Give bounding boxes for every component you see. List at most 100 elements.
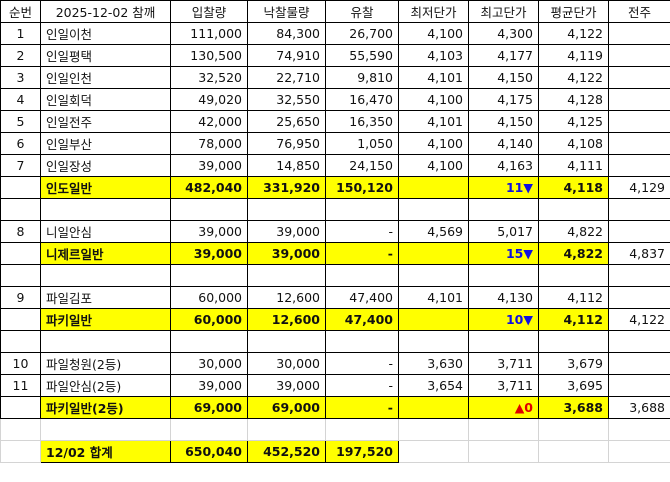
cell-unsold[interactable] — [325, 198, 399, 221]
cell-change[interactable]: ▲0 — [468, 396, 539, 419]
cell-avg[interactable]: 4,122 — [538, 22, 609, 45]
cell-won[interactable]: 452,520 — [247, 440, 326, 463]
cell-name[interactable]: 파키일반 — [40, 308, 171, 331]
header-col-avg[interactable]: 평균단가 — [538, 0, 609, 23]
cell-max[interactable]: 4,177 — [468, 44, 539, 67]
cell-unsold[interactable]: 197,520 — [325, 440, 399, 463]
cell-unsold[interactable]: - — [325, 220, 399, 243]
cell-unsold[interactable]: 150,120 — [325, 176, 399, 199]
cell-min[interactable] — [398, 330, 469, 353]
cell-min[interactable] — [398, 418, 469, 441]
cell-min[interactable]: 4,569 — [398, 220, 469, 243]
cell-max[interactable] — [468, 418, 539, 441]
cell-bid[interactable]: 130,500 — [170, 44, 248, 67]
cell-prev[interactable] — [608, 352, 670, 375]
cell-name[interactable]: 인일인천 — [40, 66, 171, 89]
cell-bid[interactable]: 49,020 — [170, 88, 248, 111]
cell-min[interactable] — [398, 440, 469, 463]
cell-name[interactable]: 파일청원(2등) — [40, 352, 171, 375]
cell-won[interactable] — [247, 418, 326, 441]
cell-max[interactable] — [468, 330, 539, 353]
cell-unsold[interactable] — [325, 264, 399, 287]
cell-avg[interactable]: 4,119 — [538, 44, 609, 67]
cell-prev[interactable]: 4,837 — [608, 242, 670, 265]
cell-prev[interactable] — [608, 154, 670, 177]
cell-max[interactable]: 3,711 — [468, 352, 539, 375]
header-col-min[interactable]: 최저단가 — [398, 0, 469, 23]
cell-won[interactable]: 39,000 — [247, 374, 326, 397]
cell-no[interactable]: 7 — [0, 154, 41, 177]
cell-avg[interactable]: 4,108 — [538, 132, 609, 155]
cell-unsold[interactable]: 16,350 — [325, 110, 399, 133]
cell-won[interactable]: 74,910 — [247, 44, 326, 67]
cell-no[interactable]: 11 — [0, 374, 41, 397]
cell-name[interactable] — [40, 198, 171, 221]
cell-avg[interactable]: 4,112 — [538, 286, 609, 309]
cell-unsold[interactable]: 47,400 — [325, 308, 399, 331]
cell-won[interactable]: 39,000 — [247, 220, 326, 243]
cell-won[interactable]: 14,850 — [247, 154, 326, 177]
cell-name[interactable]: 12/02 합계 — [40, 440, 171, 463]
cell-min[interactable] — [398, 198, 469, 221]
cell-bid[interactable] — [170, 198, 248, 221]
cell-avg[interactable]: 4,111 — [538, 154, 609, 177]
cell-won[interactable]: 25,650 — [247, 110, 326, 133]
cell-change[interactable]: 11▼ — [468, 176, 539, 199]
cell-prev[interactable] — [608, 132, 670, 155]
cell-unsold[interactable]: 24,150 — [325, 154, 399, 177]
cell-bid[interactable]: 30,000 — [170, 352, 248, 375]
cell-prev[interactable] — [608, 418, 670, 441]
header-col-won[interactable]: 낙찰물량 — [247, 0, 326, 23]
cell-no[interactable]: 1 — [0, 22, 41, 45]
cell-no[interactable]: 4 — [0, 88, 41, 111]
cell-max[interactable]: 4,175 — [468, 88, 539, 111]
cell-max[interactable]: 3,711 — [468, 374, 539, 397]
cell-name[interactable]: 인일장성 — [40, 154, 171, 177]
cell-won[interactable]: 39,000 — [247, 242, 326, 265]
cell-unsold[interactable]: 16,470 — [325, 88, 399, 111]
cell-prev[interactable]: 3,688 — [608, 396, 670, 419]
cell-name[interactable]: 니제르일반 — [40, 242, 171, 265]
cell-avg[interactable]: 4,128 — [538, 88, 609, 111]
cell-avg[interactable]: 3,695 — [538, 374, 609, 397]
cell-avg[interactable] — [538, 198, 609, 221]
cell-won[interactable]: 69,000 — [247, 396, 326, 419]
cell-prev[interactable] — [608, 44, 670, 67]
header-col-prev[interactable]: 전주 — [608, 0, 670, 23]
cell-unsold[interactable]: 47,400 — [325, 286, 399, 309]
header-col-bid[interactable]: 입찰량 — [170, 0, 248, 23]
cell-min[interactable]: 4,100 — [398, 132, 469, 155]
cell-unsold[interactable] — [325, 330, 399, 353]
cell-min[interactable]: 4,101 — [398, 66, 469, 89]
cell-name[interactable] — [40, 418, 171, 441]
cell-bid[interactable]: 42,000 — [170, 110, 248, 133]
cell-won[interactable]: 12,600 — [247, 286, 326, 309]
cell-name[interactable]: 인일전주 — [40, 110, 171, 133]
cell-avg[interactable] — [538, 330, 609, 353]
cell-max[interactable] — [468, 440, 539, 463]
cell-prev[interactable] — [608, 66, 670, 89]
cell-bid[interactable]: 39,000 — [170, 154, 248, 177]
cell-bid[interactable]: 111,000 — [170, 22, 248, 45]
cell-name[interactable]: 파키일반(2등) — [40, 396, 171, 419]
cell-no[interactable]: 9 — [0, 286, 41, 309]
cell-max[interactable]: 4,163 — [468, 154, 539, 177]
cell-bid[interactable]: 32,520 — [170, 66, 248, 89]
cell-no[interactable]: 6 — [0, 132, 41, 155]
cell-no[interactable] — [0, 440, 41, 463]
cell-unsold[interactable]: - — [325, 374, 399, 397]
cell-prev[interactable] — [608, 220, 670, 243]
cell-no[interactable]: 8 — [0, 220, 41, 243]
cell-prev[interactable]: 4,122 — [608, 308, 670, 331]
cell-min[interactable]: 3,630 — [398, 352, 469, 375]
cell-avg[interactable]: 4,122 — [538, 66, 609, 89]
cell-no[interactable] — [0, 418, 41, 441]
cell-unsold[interactable]: - — [325, 396, 399, 419]
cell-min[interactable] — [398, 396, 469, 419]
cell-no[interactable]: 3 — [0, 66, 41, 89]
cell-no[interactable] — [0, 330, 41, 353]
cell-name[interactable] — [40, 330, 171, 353]
cell-name[interactable]: 인도일반 — [40, 176, 171, 199]
cell-min[interactable]: 4,101 — [398, 110, 469, 133]
cell-unsold[interactable]: 1,050 — [325, 132, 399, 155]
